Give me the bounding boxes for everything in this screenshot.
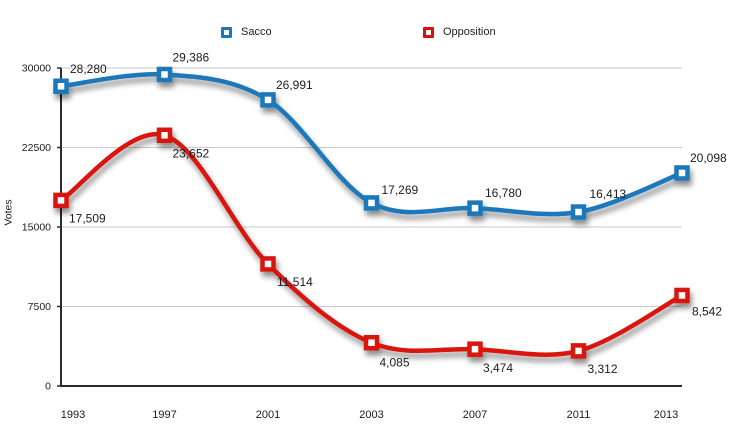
y-tick-label: 22500	[22, 142, 51, 154]
opposition-point-label: 4,085	[380, 356, 410, 370]
x-tick-label: 1993	[61, 409, 85, 421]
sacco-point-marker	[260, 92, 276, 108]
sacco-point-marker	[53, 78, 69, 94]
opposition-point-marker	[467, 341, 483, 357]
opposition-point-label: 3,474	[483, 361, 513, 375]
y-tick-label: 30000	[22, 63, 51, 75]
sacco-series-marker-icon	[221, 27, 232, 38]
sacco-point-label: 28,280	[70, 62, 107, 76]
x-tick-label: 2003	[359, 409, 383, 421]
opposition-point-label: 8,542	[692, 304, 722, 318]
opposition-series-marker-icon	[423, 27, 434, 38]
sacco-point-marker	[674, 165, 690, 181]
opposition-point-marker	[363, 334, 380, 351]
series-line-opposition	[58, 131, 685, 357]
legend-item-sacco: Sacco	[221, 27, 272, 38]
opposition-point-marker	[260, 256, 276, 272]
opposition-point-marker	[570, 343, 587, 359]
opposition-point-marker	[53, 192, 69, 209]
sacco-point-marker	[467, 200, 483, 216]
sacco-point-label: 16,413	[590, 187, 627, 201]
sacco-point-label: 26,991	[276, 78, 313, 92]
series-opposition	[53, 127, 690, 359]
sacco-point-marker	[570, 204, 587, 220]
x-tick-label: 2001	[256, 409, 280, 421]
sacco-point-marker	[363, 195, 380, 211]
opposition-point-marker	[156, 127, 173, 144]
sacco-point-label: 16,780	[485, 186, 522, 200]
legend-label-opposition: Opposition	[443, 26, 496, 38]
legend: Sacco Opposition	[0, 0, 740, 46]
legend-item-opposition: Opposition	[423, 27, 496, 38]
opposition-point-label: 3,312	[588, 362, 618, 376]
opposition-point-label: 23,652	[173, 146, 210, 160]
opposition-point-label: 17,509	[69, 211, 106, 225]
y-tick-label: 15000	[22, 222, 51, 234]
sacco-point-label: 17,269	[382, 183, 419, 197]
y-tick-label: 0	[45, 381, 51, 393]
y-tick-label: 7500	[28, 301, 52, 313]
opposition-point-label: 11,514	[277, 275, 313, 289]
x-tick-label: 2007	[463, 409, 487, 421]
series-sacco	[53, 66, 690, 220]
sacco-point-label: 29,386	[173, 51, 210, 65]
x-tick-label: 2013	[654, 409, 678, 421]
sacco-point-label: 20,098	[690, 151, 727, 165]
sacco-point-marker	[156, 66, 173, 83]
opposition-point-marker	[674, 287, 690, 304]
x-tick-label: 2011	[567, 409, 591, 421]
legend-label-sacco: Sacco	[241, 26, 272, 38]
x-tick-label: 1997	[152, 409, 176, 421]
